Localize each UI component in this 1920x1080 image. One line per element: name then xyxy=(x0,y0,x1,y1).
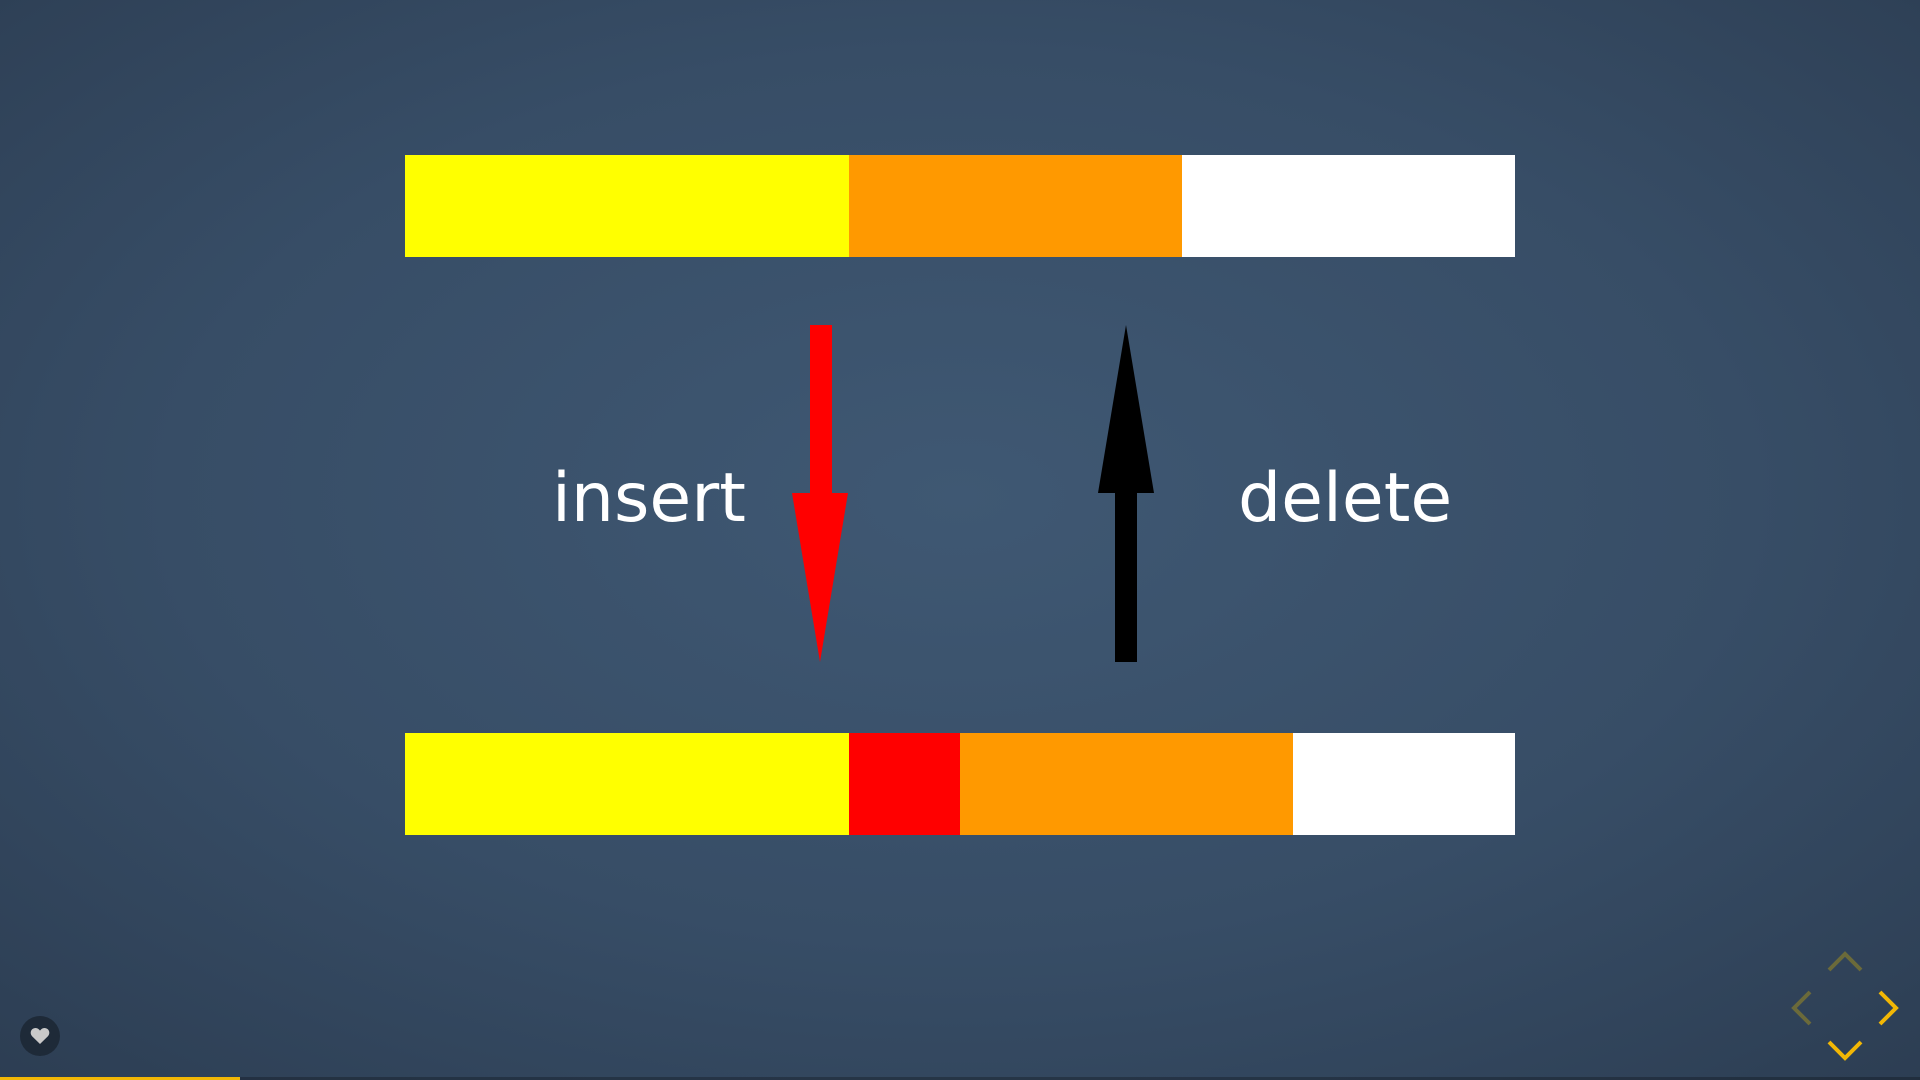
segment-inserted-text xyxy=(849,733,960,835)
segment-text-after xyxy=(960,733,1293,835)
insert-arrow-icon xyxy=(792,325,848,662)
segment-text-after xyxy=(849,155,1182,257)
nav-right-chevron-icon[interactable] xyxy=(1876,988,1900,1028)
nav-down-chevron-icon[interactable] xyxy=(1825,1038,1865,1062)
insert-label: insert xyxy=(552,459,746,538)
segment-free-space xyxy=(1182,155,1515,257)
segment-text-before xyxy=(405,155,849,257)
nav-up-chevron-icon[interactable] xyxy=(1825,950,1865,974)
heart-button[interactable] xyxy=(20,1016,60,1056)
heart-icon xyxy=(30,1028,50,1044)
delete-arrow-icon xyxy=(1098,325,1154,662)
progress-bar xyxy=(0,1077,1920,1080)
nav-left-chevron-icon[interactable] xyxy=(1790,988,1814,1028)
buffer-before-bar xyxy=(405,155,1515,257)
navigation-controls xyxy=(1790,950,1900,1066)
buffer-after-bar xyxy=(405,733,1515,835)
segment-free-space xyxy=(1293,733,1515,835)
delete-label: delete xyxy=(1238,459,1453,538)
segment-text-before xyxy=(405,733,849,835)
progress-bar-fill xyxy=(0,1077,240,1080)
